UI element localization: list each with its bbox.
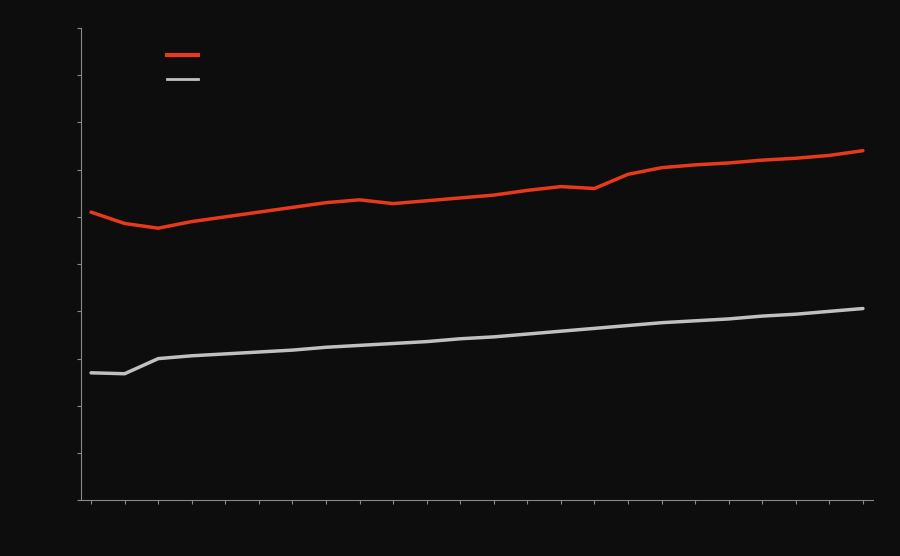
Legend: , : , [167,49,198,87]
